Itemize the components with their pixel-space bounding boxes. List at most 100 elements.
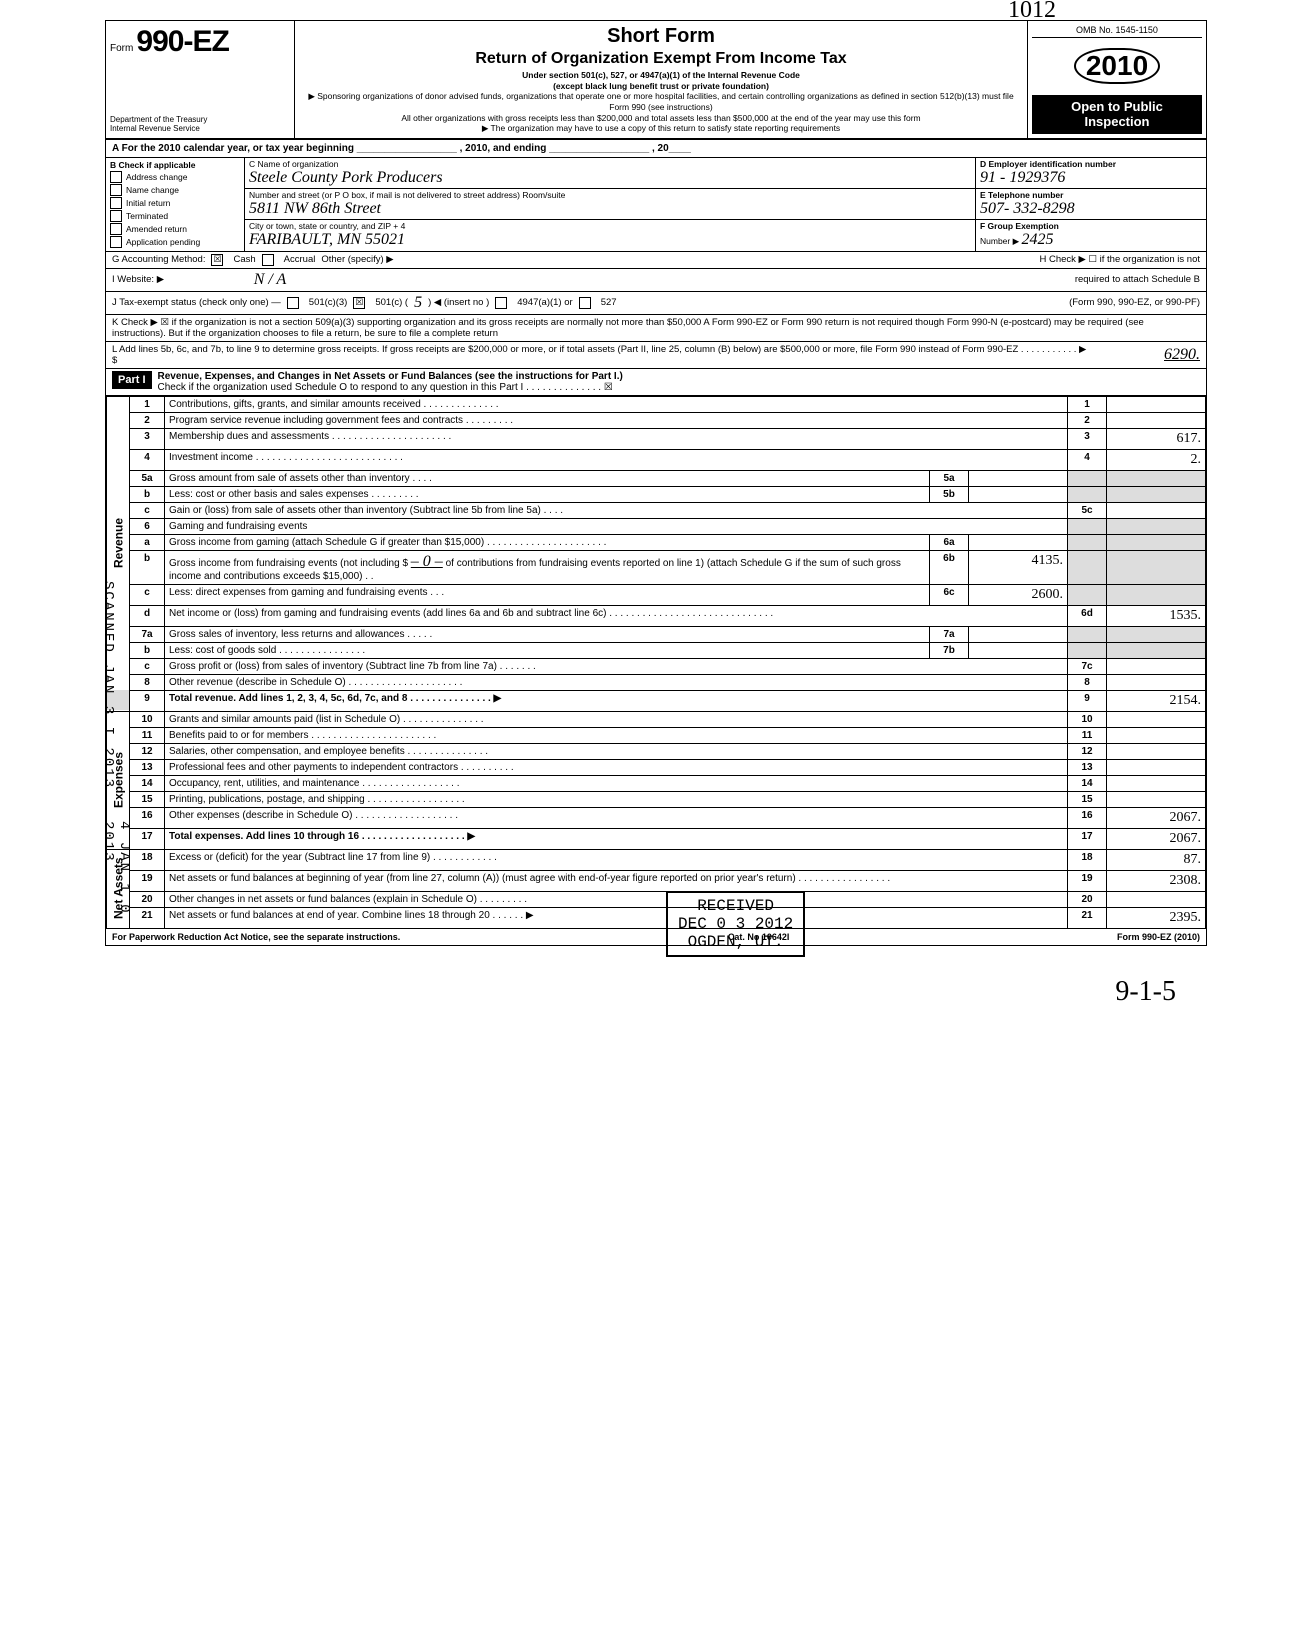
footer: For Paperwork Reduction Act Notice, see … bbox=[106, 929, 1206, 945]
form-number: 990-EZ bbox=[136, 25, 228, 58]
ln-3: 3 bbox=[130, 428, 165, 449]
footer-mid: Cat. No 10642I bbox=[728, 932, 790, 942]
ival-7b bbox=[969, 642, 1068, 658]
ein-value: 91 - 1929376 bbox=[980, 169, 1202, 187]
ln-21: 21 bbox=[130, 907, 165, 928]
header-middle: Short Form Return of Organization Exempt… bbox=[295, 21, 1027, 138]
amt-1 bbox=[1107, 396, 1206, 412]
dept-line2: Internal Revenue Service bbox=[110, 125, 290, 134]
chk-501c[interactable]: ☒ bbox=[353, 297, 365, 309]
chk-app-pending[interactable] bbox=[110, 236, 122, 248]
box-19: 19 bbox=[1068, 870, 1107, 891]
box-3: 3 bbox=[1068, 428, 1107, 449]
desc-6a: Gross income from gaming (attach Schedul… bbox=[165, 534, 930, 550]
desc-3: Membership dues and assessments . . . . … bbox=[165, 428, 1068, 449]
amt-17: 2067. bbox=[1107, 828, 1206, 849]
phone-value: 507- 332-8298 bbox=[980, 200, 1202, 218]
chk-address-change[interactable] bbox=[110, 171, 122, 183]
amt-8 bbox=[1107, 674, 1206, 690]
handwritten-bottom: 9-1-5 bbox=[76, 946, 1236, 1008]
amt-14 bbox=[1107, 775, 1206, 791]
amt-5c bbox=[1107, 502, 1206, 518]
subtitle1: Under section 501(c), 527, or 4947(a)(1)… bbox=[522, 70, 800, 80]
row-a-tax-year: A For the 2010 calendar year, or tax yea… bbox=[106, 140, 1206, 158]
j-right-note: (Form 990, 990-EZ, or 990-PF) bbox=[1069, 297, 1200, 308]
note1: ▶ Sponsoring organizations of donor advi… bbox=[303, 91, 1019, 112]
l-text: L Add lines 5b, 6c, and 7b, to line 9 to… bbox=[112, 344, 1094, 366]
h-sched-b: required to attach Schedule B bbox=[1075, 274, 1200, 285]
scanned-stamp-side: SCANNED JAN 3 I 2013 bbox=[100, 581, 116, 789]
box-20: 20 bbox=[1068, 891, 1107, 907]
amt-13 bbox=[1107, 759, 1206, 775]
ln-16: 16 bbox=[130, 807, 165, 828]
ln-5c: c bbox=[130, 502, 165, 518]
h-check-text: H Check ▶ ☐ if the organization is not bbox=[1039, 254, 1200, 265]
ibox-5a: 5a bbox=[930, 470, 969, 486]
ibox-6b: 6b bbox=[930, 550, 969, 584]
amt-10 bbox=[1107, 711, 1206, 727]
chk-4947[interactable] bbox=[495, 297, 507, 309]
chk-501c3[interactable] bbox=[287, 297, 299, 309]
box-6d: 6d bbox=[1068, 605, 1107, 626]
ival-5a bbox=[969, 470, 1068, 486]
desc-6b-mid: – 0 – bbox=[411, 553, 443, 570]
ln-9: 9 bbox=[130, 690, 165, 711]
desc-6c: Less: direct expenses from gaming and fu… bbox=[165, 584, 930, 605]
lbl-501c3: 501(c)(3) bbox=[309, 297, 348, 308]
ln-15: 15 bbox=[130, 791, 165, 807]
form-990ez: 1012 Form 990-EZ Department of the Treas… bbox=[105, 20, 1207, 946]
ln-2: 2 bbox=[130, 412, 165, 428]
ln-20: 20 bbox=[130, 891, 165, 907]
ln-6b: b bbox=[130, 550, 165, 584]
amt-4: 2. bbox=[1107, 449, 1206, 470]
box-9: 9 bbox=[1068, 690, 1107, 711]
ln-4: 4 bbox=[130, 449, 165, 470]
part1-check-line: Check if the organization used Schedule … bbox=[158, 382, 613, 393]
amt-15 bbox=[1107, 791, 1206, 807]
row-k: K Check ▶ ☒ if the organization is not a… bbox=[106, 315, 1206, 342]
col-def: D Employer identification number 91 - 19… bbox=[975, 158, 1206, 251]
chk-amended[interactable] bbox=[110, 223, 122, 235]
desc-5b: Less: cost or other basis and sales expe… bbox=[165, 486, 930, 502]
footer-left: For Paperwork Reduction Act Notice, see … bbox=[112, 932, 400, 942]
desc-8: Other revenue (describe in Schedule O) .… bbox=[165, 674, 1068, 690]
box-1: 1 bbox=[1068, 396, 1107, 412]
desc-5a: Gross amount from sale of assets other t… bbox=[165, 470, 930, 486]
chk-terminated[interactable] bbox=[110, 210, 122, 222]
desc-15: Printing, publications, postage, and shi… bbox=[165, 791, 1068, 807]
desc-6d: Net income or (loss) from gaming and fun… bbox=[165, 605, 1068, 626]
year-b: 0 bbox=[1101, 50, 1117, 81]
ibox-7a: 7a bbox=[930, 626, 969, 642]
amt-18: 87. bbox=[1107, 849, 1206, 870]
desc-1: Contributions, gifts, grants, and simila… bbox=[165, 396, 1068, 412]
desc-16: Other expenses (describe in Schedule O) … bbox=[165, 807, 1068, 828]
j-label: J Tax-exempt status (check only one) — bbox=[112, 297, 281, 308]
form-label: Form bbox=[110, 43, 133, 54]
desc-12: Salaries, other compensation, and employ… bbox=[165, 743, 1068, 759]
chk-cash[interactable]: ☒ bbox=[211, 254, 223, 266]
box-11: 11 bbox=[1068, 727, 1107, 743]
open-to-public: Open to Public Inspection bbox=[1032, 95, 1202, 134]
desc-6b-pre: Gross income from fundraising events (no… bbox=[169, 558, 411, 569]
chk-accrual[interactable] bbox=[262, 254, 274, 266]
ibox-6c: 6c bbox=[930, 584, 969, 605]
chk-527[interactable] bbox=[579, 297, 591, 309]
chk-name-change[interactable] bbox=[110, 184, 122, 196]
box-18: 18 bbox=[1068, 849, 1107, 870]
lbl-name-change: Name change bbox=[126, 185, 179, 195]
row-j-tax-status: J Tax-exempt status (check only one) — 5… bbox=[106, 292, 1206, 315]
city-label: City or town, state or country, and ZIP … bbox=[249, 221, 971, 231]
ln-10: 10 bbox=[130, 711, 165, 727]
shade-6a-amt bbox=[1107, 534, 1206, 550]
addr-label: Number and street (or P O box, if mail i… bbox=[249, 190, 971, 200]
shade-7a-amt bbox=[1107, 626, 1206, 642]
stamp-side2: 4 JAN 1 0 2013 bbox=[100, 821, 132, 915]
shade-7b bbox=[1068, 642, 1107, 658]
shade-5a bbox=[1068, 470, 1107, 486]
chk-initial-return[interactable] bbox=[110, 197, 122, 209]
g-label: G Accounting Method: bbox=[112, 254, 205, 265]
d-label: D Employer identification number bbox=[980, 159, 1116, 169]
box-10: 10 bbox=[1068, 711, 1107, 727]
row-l-gross-receipts: L Add lines 5b, 6c, and 7b, to line 9 to… bbox=[106, 342, 1206, 369]
shade-6c-amt bbox=[1107, 584, 1206, 605]
